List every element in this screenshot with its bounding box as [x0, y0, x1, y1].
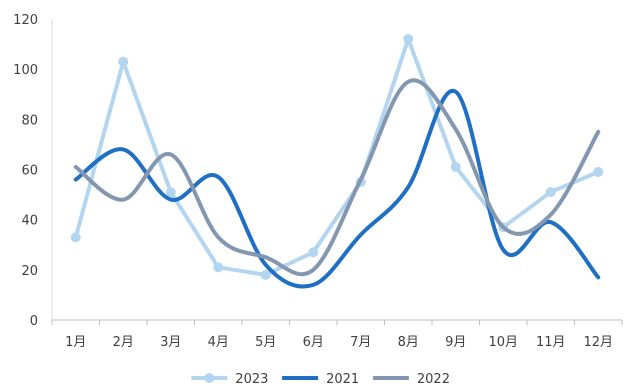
data-point — [403, 34, 414, 45]
data-point — [450, 161, 461, 172]
y-tick-label: 0 — [30, 314, 38, 329]
data-point — [165, 187, 176, 198]
series-2022 — [73, 78, 601, 277]
legend-label: 2021 — [326, 372, 359, 387]
x-tick-label: 6月 — [303, 335, 324, 350]
y-tick-label: 100 — [13, 63, 38, 78]
y-axis-tick-labels: 0 20 40 60 80 100 120 — [13, 13, 38, 329]
data-point — [308, 247, 319, 258]
x-tick-label: 8月 — [398, 335, 419, 350]
series-line-2022 — [73, 78, 601, 277]
series-layer — [70, 34, 604, 289]
series-2021 — [73, 88, 601, 289]
legend-marker — [204, 373, 215, 383]
x-tick-label: 3月 — [160, 335, 181, 350]
x-tick-label: 9月 — [445, 335, 466, 350]
legend: 2023 2021 2022 — [191, 372, 450, 387]
x-tick-label: 11月 — [536, 335, 566, 350]
legend-item-2023: 2023 — [191, 372, 268, 387]
x-tick-label: 4月 — [208, 335, 229, 350]
y-tick-label: 40 — [21, 214, 38, 229]
x-tick-label: 2月 — [113, 335, 134, 350]
legend-label: 2022 — [417, 372, 450, 387]
legend-label: 2023 — [235, 372, 268, 387]
x-axis-tick-labels: 1月 2月 3月 4月 5月 6月 7月 8月 9月 10月 11月 12月 — [65, 335, 613, 350]
series-2023 — [70, 34, 604, 280]
x-axis-tick-marks — [51, 320, 623, 325]
x-tick-label: 5月 — [255, 335, 276, 350]
x-tick-label: 12月 — [583, 335, 613, 350]
y-tick-label: 60 — [21, 164, 38, 179]
x-tick-label: 7月 — [350, 335, 371, 350]
data-point — [70, 232, 81, 243]
data-point — [593, 167, 604, 178]
y-tick-label: 80 — [21, 113, 38, 128]
x-tick-label: 1月 — [65, 335, 86, 350]
legend-item-2022: 2022 — [372, 372, 450, 387]
data-point — [260, 269, 271, 280]
series-line-2023 — [73, 37, 600, 277]
y-tick-label: 20 — [21, 264, 38, 279]
x-tick-label: 10月 — [488, 335, 518, 350]
series-line-2021 — [73, 88, 601, 289]
legend-item-2021: 2021 — [282, 372, 359, 387]
y-tick-label: 120 — [13, 13, 38, 28]
data-point — [118, 56, 129, 67]
data-point — [213, 262, 224, 273]
data-point — [545, 187, 556, 198]
